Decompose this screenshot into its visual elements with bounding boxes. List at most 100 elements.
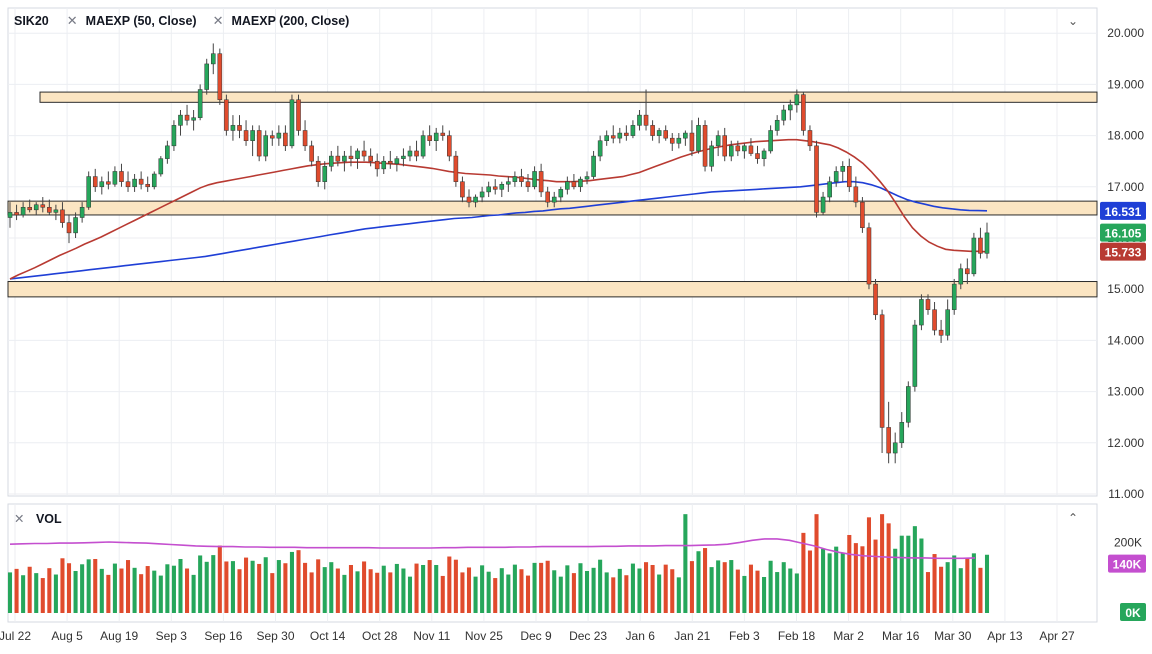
candle-body: [407, 150, 413, 157]
indicator-ma200-label[interactable]: MAEXP (200, Close): [231, 14, 350, 28]
candle-body: [210, 53, 216, 65]
candle-body: [460, 181, 465, 198]
volume-bar: [893, 548, 898, 613]
volume-bar: [853, 543, 858, 613]
support-resistance-zone: [39, 91, 1098, 103]
candle-body: [761, 150, 767, 159]
candle-body: [60, 209, 65, 223]
last-price-badge-text: 16.105: [1105, 227, 1142, 241]
candle-body: [178, 114, 183, 126]
candle-body: [755, 153, 760, 159]
candle-body: [440, 132, 446, 136]
volume-bar: [440, 575, 445, 613]
x-tick-label: Nov 11: [413, 629, 450, 643]
volume-bar: [729, 560, 734, 613]
volume-bar: [493, 578, 498, 613]
candle-body: [309, 145, 314, 162]
candle-body: [683, 132, 688, 139]
candle-body: [774, 119, 780, 131]
candle-body: [335, 155, 341, 162]
volume-bar: [257, 563, 262, 613]
candle-body: [965, 268, 970, 275]
candle-body: [538, 171, 544, 193]
x-tick-label: Dec 23: [569, 629, 607, 643]
close-icon[interactable]: ✕: [212, 13, 224, 28]
chart-legend: SIK20 ✕ MAEXP (50, Close) ✕ MAEXP (200, …: [14, 13, 365, 29]
candle-body: [860, 201, 865, 229]
volume-bar: [14, 568, 19, 613]
candle-body: [958, 268, 964, 285]
volume-bar: [381, 565, 386, 613]
x-tick-label: Mar 16: [882, 629, 920, 643]
candle-body: [237, 125, 242, 131]
x-tick-label: Sep 3: [156, 629, 188, 643]
volume-bar: [401, 568, 406, 613]
candle-body: [224, 99, 229, 131]
x-tick-label: Mar 2: [833, 629, 864, 643]
volume-bar: [965, 558, 970, 613]
candle-body: [919, 299, 924, 326]
volume-bar: [132, 567, 137, 613]
volume-bar: [171, 565, 176, 613]
volume-zero-badge-text: 0K: [1125, 606, 1141, 620]
candle-body: [348, 155, 354, 159]
volume-bar: [735, 569, 740, 613]
candle-body: [676, 137, 682, 144]
volume-bar: [801, 532, 806, 613]
volume-bar: [860, 546, 865, 613]
volume-bar: [342, 574, 347, 613]
main-pane: [7, 7, 1098, 497]
candle-body: [92, 176, 98, 188]
x-tick-label: Aug 5: [51, 629, 83, 643]
candle-body: [40, 204, 46, 208]
candle-body: [571, 181, 577, 188]
chevron-down-icon[interactable]: ⌄: [1068, 14, 1079, 28]
candle-body: [906, 386, 911, 423]
candle-body: [788, 104, 793, 111]
close-icon[interactable]: ✕: [14, 512, 25, 526]
volume-bar: [683, 514, 688, 613]
volume-bar: [283, 563, 288, 613]
volume-label[interactable]: VOL: [35, 512, 62, 526]
volume-bar: [939, 566, 944, 613]
volume-bar: [945, 562, 950, 613]
candle-body: [47, 207, 52, 213]
volume-bar: [250, 560, 255, 613]
volume-bar: [145, 566, 150, 613]
chevron-up-icon[interactable]: ⌃: [1068, 511, 1079, 525]
volume-bar: [919, 538, 924, 613]
candle-body: [591, 155, 596, 177]
candle-body: [558, 189, 564, 198]
volume-y-tick-label: 200K: [1114, 535, 1142, 549]
close-icon[interactable]: ✕: [66, 13, 78, 28]
x-tick-label: Aug 19: [100, 629, 138, 643]
volume-bar: [604, 572, 609, 613]
volume-bar: [762, 576, 767, 613]
volume-bar: [558, 576, 563, 613]
candle-body: [322, 166, 328, 182]
volume-bar: [978, 567, 983, 613]
volume-bar: [840, 552, 845, 613]
candle-body: [184, 114, 190, 121]
candle-body: [853, 186, 859, 203]
volume-bar: [60, 558, 65, 613]
candle-body: [27, 207, 32, 211]
volume-bar: [421, 564, 426, 613]
candle-body: [204, 63, 209, 90]
volume-bar: [480, 565, 485, 613]
indicator-ma50-label[interactable]: MAEXP (50, Close): [85, 14, 197, 28]
candle-body: [151, 173, 157, 188]
y-tick-label: 19.000: [1107, 77, 1144, 91]
volume-bar: [329, 562, 334, 613]
volume-bar: [676, 577, 681, 613]
candle-body: [597, 140, 603, 157]
candle-body: [873, 283, 878, 316]
candle-body: [171, 125, 177, 147]
candle-body: [492, 186, 498, 190]
volume-bar: [191, 574, 196, 613]
volume-bar: [185, 568, 190, 613]
symbol-label[interactable]: SIK20: [14, 14, 49, 28]
x-tick-label: Feb 3: [729, 629, 760, 643]
candle-body: [342, 155, 347, 162]
